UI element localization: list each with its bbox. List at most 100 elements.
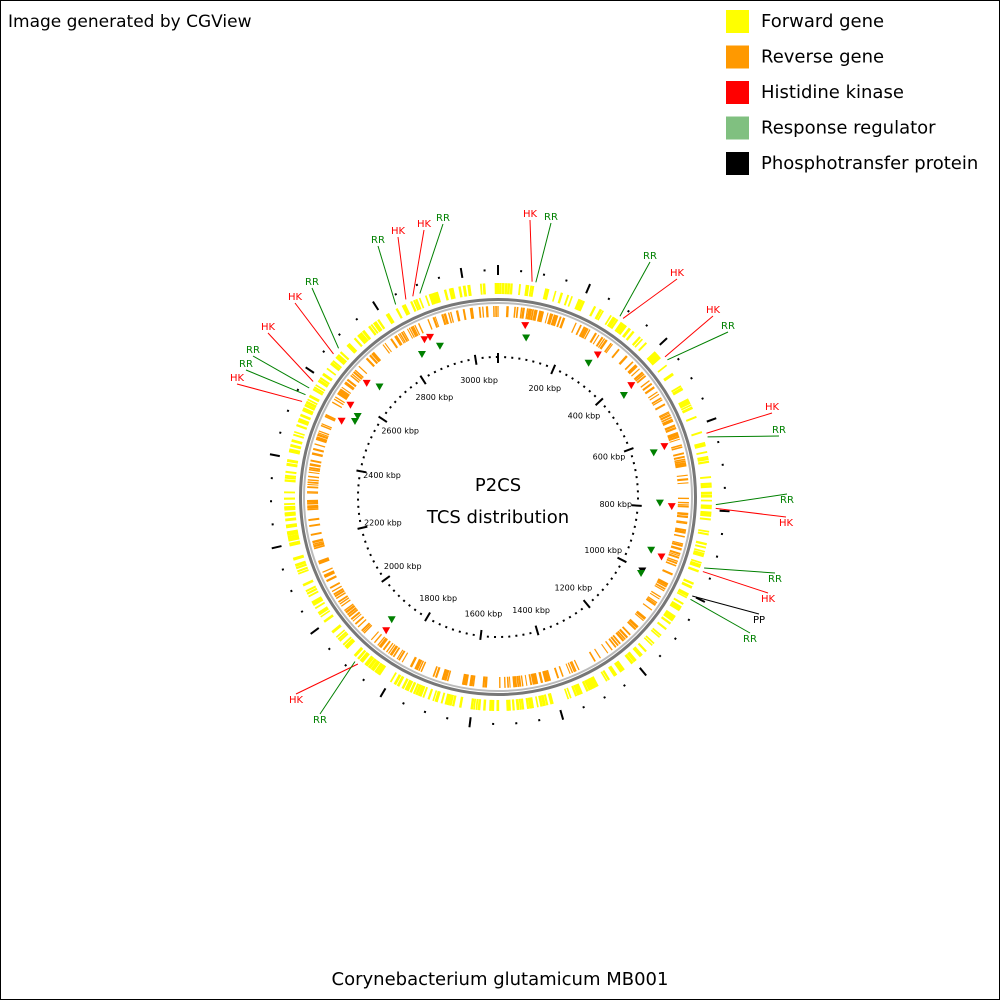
outer-tick bbox=[290, 589, 293, 593]
reverse-gene bbox=[348, 608, 359, 618]
forward-gene bbox=[374, 321, 383, 331]
outer-tick bbox=[559, 709, 565, 720]
reverse-gene bbox=[406, 328, 414, 339]
forward-gene bbox=[284, 512, 296, 517]
feature-marker bbox=[649, 449, 658, 457]
ruler-tick bbox=[479, 629, 483, 641]
reverse-gene bbox=[339, 388, 350, 397]
reverse-gene bbox=[548, 313, 554, 325]
outer-tick bbox=[565, 279, 568, 282]
forward-gene bbox=[563, 688, 570, 700]
reverse-gene bbox=[482, 306, 485, 318]
reverse-gene bbox=[534, 309, 538, 321]
reverse-gene bbox=[380, 638, 388, 649]
reverse-gene bbox=[649, 592, 660, 600]
reverse-gene bbox=[414, 324, 421, 336]
legend-label: Reverse gene bbox=[761, 47, 884, 68]
ruler-tick bbox=[593, 394, 597, 398]
forward-gene bbox=[331, 361, 341, 371]
reverse-gene bbox=[378, 637, 388, 648]
reverse-gene bbox=[588, 651, 596, 662]
reverse-gene bbox=[382, 640, 391, 651]
reverse-gene bbox=[636, 375, 647, 384]
reverse-gene bbox=[307, 479, 319, 482]
reverse-gene bbox=[668, 435, 680, 442]
ruler-tick bbox=[627, 546, 630, 549]
forward-gene bbox=[435, 291, 442, 303]
forward-gene bbox=[677, 590, 689, 597]
forward-gene bbox=[295, 563, 307, 570]
reverse-gene bbox=[444, 669, 450, 681]
reverse-gene bbox=[518, 675, 522, 687]
ruler-tick bbox=[607, 410, 611, 414]
reverse-gene bbox=[538, 671, 544, 684]
reverse-gene bbox=[408, 327, 415, 338]
ruler-tick bbox=[444, 625, 448, 629]
reverse-gene bbox=[525, 308, 529, 320]
reverse-gene bbox=[441, 668, 447, 680]
reverse-gene bbox=[612, 634, 621, 645]
forward-gene bbox=[645, 635, 655, 645]
forward-gene bbox=[419, 686, 426, 697]
forward-gene bbox=[365, 656, 375, 667]
feature-leader bbox=[715, 493, 788, 506]
forward-gene bbox=[693, 550, 705, 555]
forward-gene bbox=[372, 661, 381, 672]
forward-gene bbox=[413, 299, 420, 311]
reverse-gene bbox=[470, 675, 475, 687]
ruler-tick bbox=[453, 362, 456, 366]
reverse-gene bbox=[443, 313, 449, 325]
outer-tick bbox=[658, 654, 662, 658]
forward-gene bbox=[284, 474, 297, 478]
reverse-gene bbox=[337, 595, 349, 603]
forward-gene bbox=[679, 401, 691, 409]
ruler-tick bbox=[419, 375, 427, 385]
feature-marker bbox=[647, 546, 656, 554]
forward-gene bbox=[284, 505, 296, 509]
ruler-tick bbox=[532, 360, 535, 363]
forward-gene bbox=[462, 285, 468, 297]
forward-gene bbox=[302, 579, 314, 587]
feature-label: RR bbox=[239, 359, 253, 370]
forward-gene bbox=[322, 372, 333, 382]
forward-gene bbox=[359, 332, 369, 343]
forward-gene bbox=[285, 470, 297, 475]
ruler-tick bbox=[631, 532, 635, 536]
forward-gene bbox=[638, 342, 648, 352]
reverse-gene bbox=[325, 413, 336, 421]
forward-gene bbox=[434, 690, 440, 703]
reverse-gene bbox=[665, 426, 677, 433]
reverse-gene bbox=[605, 343, 614, 354]
reverse-gene bbox=[354, 369, 364, 379]
reverse-gene bbox=[553, 667, 560, 679]
reverse-gene bbox=[665, 561, 677, 567]
forward-gene bbox=[404, 679, 412, 691]
outer-tick bbox=[327, 647, 331, 651]
reverse-gene bbox=[441, 314, 447, 326]
forward-gene bbox=[697, 457, 709, 462]
outer-tick bbox=[695, 596, 706, 603]
reverse-gene bbox=[418, 660, 425, 672]
forward-gene bbox=[406, 680, 414, 692]
reverse-gene bbox=[550, 314, 557, 326]
forward-gene bbox=[615, 322, 624, 333]
feature-leader bbox=[252, 355, 310, 389]
ruler-label: 1200 kbp bbox=[555, 583, 593, 592]
feature-marker bbox=[667, 503, 676, 511]
feature-label: HK bbox=[230, 373, 245, 384]
ruler-tick bbox=[550, 364, 557, 375]
outer-tick bbox=[676, 357, 680, 361]
feature-label: RR bbox=[772, 425, 786, 436]
forward-gene bbox=[401, 304, 410, 316]
reverse-gene bbox=[320, 424, 332, 431]
ruler-tick bbox=[431, 619, 435, 623]
forward-gene bbox=[332, 360, 343, 369]
legend-swatch bbox=[726, 10, 749, 33]
ruler-tick bbox=[413, 608, 417, 612]
feature-marker bbox=[637, 570, 646, 578]
feature-leader bbox=[622, 278, 678, 319]
reverse-gene bbox=[527, 308, 533, 320]
outer-tick bbox=[362, 678, 365, 682]
reverse-gene bbox=[627, 621, 637, 631]
